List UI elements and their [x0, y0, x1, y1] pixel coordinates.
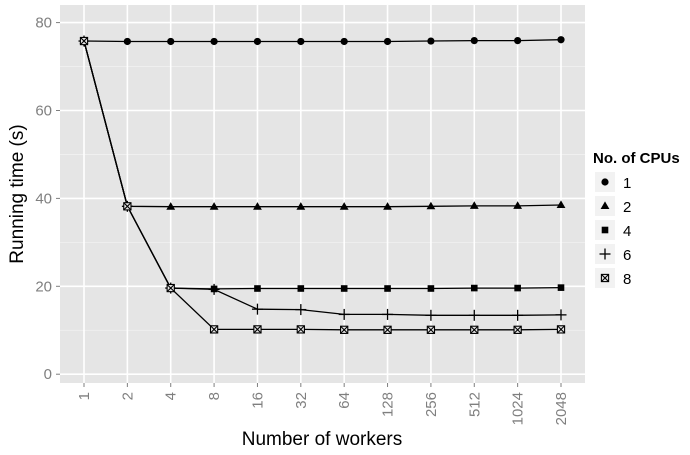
data-point-boxx	[123, 202, 132, 211]
x-tick-label: 64	[336, 392, 353, 409]
data-point-boxx	[209, 325, 219, 334]
data-point-triangle	[296, 202, 306, 210]
data-point-boxx	[340, 325, 349, 334]
x-tick-label: 4	[163, 392, 180, 400]
data-point-plus	[208, 283, 220, 295]
data-point-circle	[557, 36, 565, 44]
data-point-circle	[514, 37, 522, 45]
data-point-triangle	[426, 201, 436, 210]
data-point-circle	[383, 37, 392, 46]
data-point-triangle	[469, 201, 479, 209]
data-point-plus	[382, 308, 394, 320]
data-point-triangle	[253, 202, 262, 210]
data-point-circle	[297, 37, 305, 46]
x-tick-label: 1024	[510, 392, 527, 425]
data-point-square	[427, 285, 435, 292]
y-tick-label: 80	[35, 15, 52, 32]
data-point-boxx	[383, 325, 392, 334]
x-tick-label: 32	[293, 392, 310, 409]
series-line-2	[83, 40, 562, 208]
legend-label: 2	[623, 199, 631, 216]
data-point-triangle	[556, 200, 566, 208]
data-point-circle	[470, 37, 478, 45]
data-point-circle	[210, 37, 218, 46]
data-point-square	[254, 285, 261, 292]
data-point-boxx	[79, 36, 89, 46]
data-point-square	[340, 285, 348, 292]
data-point-plus	[338, 308, 350, 320]
x-tick-label: 2	[119, 392, 136, 400]
legend-label: 4	[623, 223, 631, 240]
data-point-square	[470, 284, 478, 292]
data-point-boxx	[513, 325, 522, 334]
data-point-triangle	[209, 202, 219, 210]
data-point-square	[601, 226, 609, 234]
x-tick-label: 1	[76, 392, 93, 400]
data-point-plus	[251, 303, 263, 315]
data-point-square	[297, 285, 305, 292]
data-point-circle	[167, 37, 175, 46]
x-tick-label: 2048	[553, 392, 570, 425]
data-point-boxx	[600, 273, 610, 283]
data-point-triangle	[383, 202, 392, 210]
data-point-circle	[427, 37, 435, 45]
data-point-circle	[253, 37, 262, 46]
data-point-boxx	[296, 325, 305, 334]
legend-label: 1	[623, 175, 631, 192]
x-tick-label: 512	[466, 392, 483, 417]
data-point-plus	[468, 309, 480, 321]
data-point-plus	[599, 248, 611, 260]
data-point-plus	[295, 304, 307, 316]
x-tick-label: 256	[423, 392, 440, 417]
data-point-boxx	[470, 325, 479, 334]
x-axis-title: Number of workers	[242, 429, 403, 450]
data-point-circle	[123, 37, 131, 46]
data-point-triangle	[166, 202, 176, 210]
data-point-triangle	[339, 202, 349, 210]
data-point-circle	[340, 37, 348, 46]
data-point-boxx	[426, 325, 436, 334]
data-point-square	[384, 285, 391, 292]
x-tick-label: 8	[206, 392, 223, 400]
y-tick-label: 60	[35, 102, 52, 119]
legend-label: 8	[623, 271, 631, 288]
legend-title: No. of CPUs	[593, 150, 680, 167]
data-point-boxx	[253, 325, 262, 334]
series-line-8	[83, 40, 562, 331]
y-tick-label: 20	[35, 278, 52, 295]
data-point-plus	[555, 309, 567, 321]
data-point-triangle	[600, 201, 610, 209]
legend-label: 6	[623, 247, 631, 264]
data-point-plus	[425, 309, 437, 321]
plot-panel	[60, 5, 585, 383]
data-point-boxx	[166, 283, 175, 293]
y-tick-label: 0	[44, 366, 52, 383]
data-point-boxx	[556, 325, 566, 334]
x-tick-label: 128	[380, 392, 397, 417]
series-line-1	[83, 39, 562, 43]
data-point-triangle	[513, 201, 523, 209]
data-point-square	[514, 284, 521, 292]
x-tick-label: 16	[249, 392, 266, 409]
y-axis-title: Running time (s)	[7, 124, 28, 263]
data-point-plus	[512, 309, 524, 321]
data-point-square	[557, 284, 565, 291]
y-tick-label: 40	[35, 190, 52, 207]
data-point-circle	[601, 178, 609, 186]
